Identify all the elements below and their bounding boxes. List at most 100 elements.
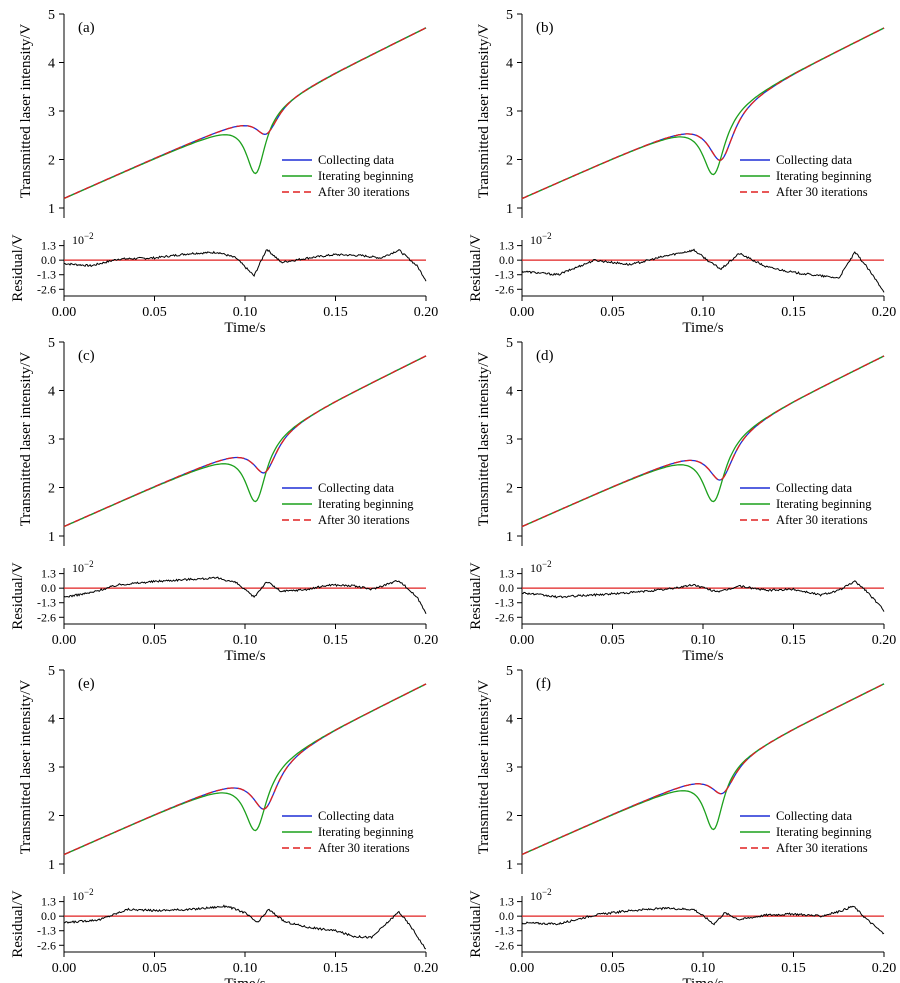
x-tick-label: 0.05 [600, 961, 625, 976]
main-y-tick-label: 1 [48, 530, 55, 545]
legend-entry-label: After 30 iterations [318, 185, 410, 199]
legend: Collecting data Iterating beginning After … [282, 153, 414, 199]
main-y-axis-label: Transmitted laser intensity/V [476, 352, 492, 527]
residual-scale-label: 10−2 [530, 887, 552, 903]
main-y-tick-label: 2 [48, 810, 55, 825]
x-tick-label: 0.00 [52, 633, 77, 648]
legend: Collecting data Iterating beginning After … [740, 481, 872, 527]
main-y-tick-label: 2 [506, 154, 513, 169]
main-y-tick-label: 3 [506, 433, 513, 448]
main-y-tick-label: 4 [48, 385, 55, 400]
series-line-after-30-iterations [63, 27, 427, 199]
residual-y-tick-label: -2.6 [37, 938, 56, 952]
main-y-axis-label: Transmitted laser intensity/V [476, 680, 492, 855]
residual-y-axis-label: Residual/V [468, 890, 484, 958]
legend: Collecting data Iterating beginning After … [282, 481, 414, 527]
panel-f: 1 2 3 4 5 Transmitted laser intensity/V (f) Col… [468, 664, 896, 983]
legend-entry-label: After 30 iterations [318, 513, 410, 527]
x-axis-label: Time/s [682, 648, 723, 664]
main-y-tick-label: 5 [506, 8, 513, 23]
main-y-tick-label: 5 [506, 336, 513, 351]
panel-c: 1 2 3 4 5 Transmitted laser intensity/V (c) Col… [10, 336, 438, 664]
residual-y-axis-label: Residual/V [10, 234, 26, 302]
x-tick-label: 0.10 [233, 633, 258, 648]
x-tick-label: 0.05 [142, 961, 167, 976]
residual-y-tick-label: 0.0 [499, 581, 514, 595]
x-axis-label: Time/s [682, 320, 723, 336]
series-line-after-30-iterations [63, 683, 427, 856]
residual-y-tick-label: 1.3 [41, 895, 56, 909]
residual-y-tick-label: -2.6 [495, 610, 514, 624]
x-tick-label: 0.00 [510, 305, 535, 320]
legend: Collecting data Iterating beginning After … [282, 809, 414, 855]
main-y-tick-label: 3 [48, 433, 55, 448]
legend-entry-label: Collecting data [776, 809, 852, 823]
residual-y-tick-label: 0.0 [41, 581, 56, 595]
main-y-tick-label: 5 [48, 336, 55, 351]
residual-y-axis-label: Residual/V [10, 562, 26, 630]
main-y-tick-label: 3 [48, 105, 55, 120]
x-axis-label: Time/s [682, 976, 723, 983]
main-y-tick-label: 2 [48, 482, 55, 497]
x-tick-label: 0.10 [691, 961, 716, 976]
x-tick-label: 0.15 [781, 305, 806, 320]
panel-label: (f) [536, 676, 551, 692]
x-tick-label: 0.05 [142, 633, 167, 648]
panel-label: (c) [78, 348, 95, 364]
main-y-axis-label: Transmitted laser intensity/V [476, 24, 492, 199]
x-axis-label: Time/s [224, 320, 265, 336]
x-tick-label: 0.10 [691, 633, 716, 648]
x-tick-label: 0.05 [600, 305, 625, 320]
x-tick-label: 0.05 [142, 305, 167, 320]
residual-scale-label: 10−2 [530, 231, 552, 247]
main-y-tick-label: 2 [506, 810, 513, 825]
x-tick-label: 0.00 [510, 961, 535, 976]
main-y-tick-label: 4 [48, 57, 55, 72]
legend-entry-label: Iterating beginning [318, 497, 414, 511]
main-y-axis-label: Transmitted laser intensity/V [18, 352, 34, 527]
legend-entry-label: Iterating beginning [776, 497, 872, 511]
x-tick-label: 0.20 [414, 305, 439, 320]
main-y-tick-label: 4 [506, 385, 513, 400]
residual-line [63, 576, 427, 614]
legend-entry-label: After 30 iterations [776, 841, 868, 855]
x-axis-label: Time/s [224, 976, 265, 983]
residual-y-tick-label: -1.3 [495, 596, 514, 610]
residual-y-tick-label: 1.3 [499, 567, 514, 581]
main-y-axis-label: Transmitted laser intensity/V [18, 680, 34, 855]
main-y-tick-label: 4 [506, 713, 513, 728]
x-tick-label: 0.20 [872, 961, 897, 976]
residual-line [64, 249, 427, 282]
residual-line [521, 905, 885, 935]
residual-line [521, 580, 885, 612]
main-y-tick-label: 5 [48, 8, 55, 23]
legend-entry-label: Collecting data [776, 153, 852, 167]
x-tick-label: 0.00 [52, 961, 77, 976]
residual-y-tick-label: 0.0 [41, 909, 56, 923]
x-tick-label: 0.20 [414, 633, 439, 648]
main-y-tick-label: 2 [48, 154, 55, 169]
main-y-tick-label: 3 [506, 761, 513, 776]
main-y-tick-label: 4 [48, 713, 55, 728]
panel-b: 1 2 3 4 5 Transmitted laser intensity/V (b) Col… [468, 8, 896, 336]
residual-y-tick-label: -1.3 [495, 924, 514, 938]
residual-y-tick-label: -1.3 [37, 596, 56, 610]
x-tick-label: 0.20 [872, 633, 897, 648]
x-tick-label: 0.20 [414, 961, 439, 976]
residual-y-tick-label: -2.6 [37, 610, 56, 624]
main-y-tick-label: 2 [506, 482, 513, 497]
legend-entry-label: Iterating beginning [776, 169, 872, 183]
residual-line [63, 904, 427, 950]
residual-y-tick-label: -1.3 [37, 268, 56, 282]
x-tick-label: 0.15 [323, 305, 348, 320]
legend-entry-label: Iterating beginning [318, 825, 414, 839]
residual-y-tick-label: -2.6 [495, 938, 514, 952]
residual-y-tick-label: -2.6 [37, 282, 56, 296]
main-y-tick-label: 4 [506, 57, 513, 72]
x-tick-label: 0.15 [781, 961, 806, 976]
main-y-tick-label: 1 [506, 858, 513, 873]
x-tick-label: 0.10 [233, 961, 258, 976]
legend: Collecting data Iterating beginning After … [740, 809, 872, 855]
series-line-after-30-iterations [63, 355, 427, 528]
